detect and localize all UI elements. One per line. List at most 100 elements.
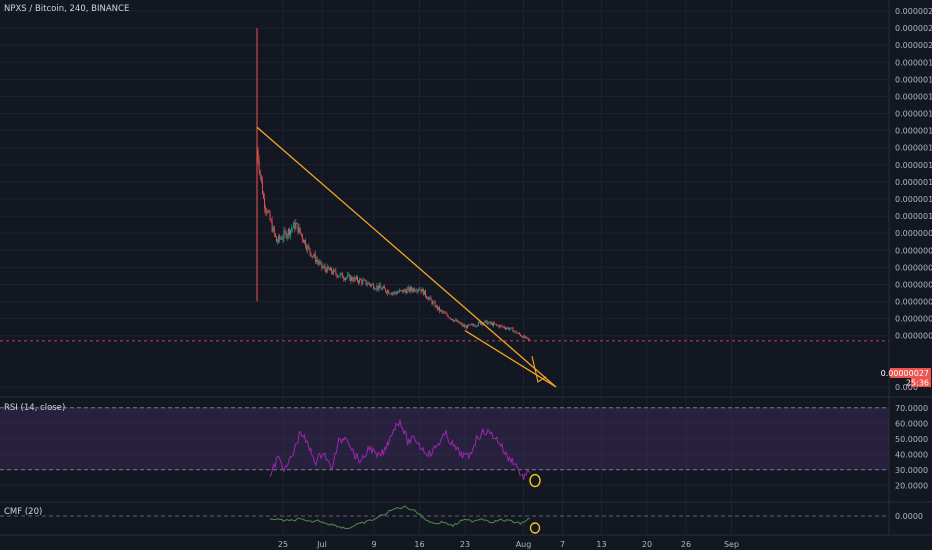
candle-body — [491, 322, 493, 326]
candle-body — [436, 305, 438, 310]
candle-body — [320, 262, 322, 263]
time-tick-label: 26 — [681, 540, 691, 549]
candle-body — [273, 227, 275, 234]
candle-body — [336, 273, 338, 277]
time-tick-label: Aug — [516, 540, 532, 549]
candle-body — [523, 335, 525, 338]
trendline[interactable] — [464, 330, 557, 388]
candle-body — [514, 330, 516, 332]
candle-body — [401, 289, 403, 291]
candle-body — [526, 336, 528, 338]
candle-body — [298, 227, 300, 233]
price-tick-label: 0.00000070 — [895, 263, 932, 272]
candle-body — [269, 211, 271, 220]
price-tick-label: 0.00000120 — [895, 178, 932, 187]
cmf-series-line — [269, 505, 531, 530]
time-tick-label: 23 — [460, 540, 470, 549]
candle-body — [501, 325, 503, 327]
candle-body — [293, 222, 295, 228]
candle-body — [493, 322, 494, 326]
time-axis[interactable]: 25 Jul 9 16 23 Aug 7 13 20 26 Sep — [278, 540, 739, 549]
price-tick-label: 0.00000210 — [895, 24, 932, 33]
candle-body — [440, 309, 442, 312]
candle-body — [295, 223, 297, 230]
candle-body — [472, 324, 474, 326]
candle-body — [345, 277, 347, 280]
candle-body — [342, 277, 344, 279]
candle-body — [403, 289, 405, 293]
candle-body — [372, 284, 374, 286]
candle-body — [314, 253, 316, 262]
candle-body — [421, 288, 423, 292]
candle-body — [487, 322, 489, 325]
price-axis[interactable]: 0.00000220 0.00000210 0.00000200 0.00000190… — [895, 7, 932, 392]
candle-body — [474, 325, 476, 327]
candle-body — [266, 210, 268, 213]
candle-body — [460, 323, 462, 325]
candle-body — [307, 245, 309, 250]
candle-body — [257, 149, 259, 162]
candle-body — [315, 260, 317, 262]
candle-body — [527, 337, 529, 340]
candle-body — [441, 309, 443, 311]
candle-body — [498, 325, 500, 328]
time-tick-label: Jul — [316, 540, 327, 549]
candle-body — [428, 298, 430, 300]
candle-body — [429, 297, 431, 299]
candle-body — [338, 275, 340, 277]
cmf-axis[interactable]: 0.0000 — [895, 512, 923, 521]
cmf-title[interactable]: CMF (20) — [4, 507, 42, 517]
price-tick-label: 0.00000060 — [895, 280, 932, 289]
rsi-band — [0, 407, 889, 470]
candle-body — [288, 229, 290, 236]
rsi-axis[interactable]: 70.0000 60.0000 50.0000 40.0000 30.0000 20.00… — [895, 404, 928, 491]
candle-body — [264, 198, 266, 208]
candle-body — [470, 324, 472, 326]
candle-body — [413, 288, 415, 292]
rsi-tick-label: 50.0000 — [895, 435, 928, 444]
candle-body — [339, 273, 341, 276]
candle-body — [327, 266, 329, 269]
candle-body — [456, 319, 458, 322]
candle-body — [290, 230, 291, 236]
candle-body — [311, 255, 313, 257]
countdown-tag-bg — [911, 378, 931, 387]
candle-body — [296, 223, 298, 224]
candle-body — [310, 252, 312, 257]
trendline[interactable] — [256, 126, 557, 388]
candle-body — [331, 267, 332, 273]
candle-body — [352, 280, 354, 282]
candle-body — [382, 286, 384, 289]
candle-body — [319, 262, 321, 264]
rsi-title[interactable]: RSI (14, close) — [4, 403, 65, 413]
candle-body — [351, 276, 353, 281]
candle-body — [350, 276, 352, 281]
candle-body — [333, 269, 335, 274]
rsi-series-line — [269, 419, 531, 481]
candle-body — [340, 273, 342, 274]
candle-body — [463, 325, 465, 328]
candle-body — [423, 290, 425, 295]
candle-body — [302, 239, 304, 243]
price-tick-label: 0.00000140 — [895, 144, 932, 153]
candle-body — [272, 227, 274, 232]
candle-body — [407, 287, 409, 290]
candle-body — [378, 284, 380, 290]
candle-body — [422, 288, 424, 295]
price-tick-label: 0.00000170 — [895, 92, 932, 101]
rsi-tick-label: 40.0000 — [895, 450, 928, 459]
candle-body — [489, 321, 491, 324]
candle-body — [265, 207, 267, 211]
symbol-title[interactable]: NPXS / Bitcoin, 240, BINANCE — [4, 4, 129, 14]
time-tick-label: 9 — [371, 540, 376, 549]
candle-body — [368, 282, 370, 285]
rsi-tick-label: 30.0000 — [895, 466, 928, 475]
candle-body — [305, 240, 307, 247]
time-tick-label: 25 — [278, 540, 288, 549]
candle-body — [417, 289, 419, 292]
candle-body — [374, 288, 376, 290]
countdown-label: 25:36 — [906, 379, 929, 388]
candle-body — [433, 302, 435, 303]
candle-body — [291, 228, 293, 231]
